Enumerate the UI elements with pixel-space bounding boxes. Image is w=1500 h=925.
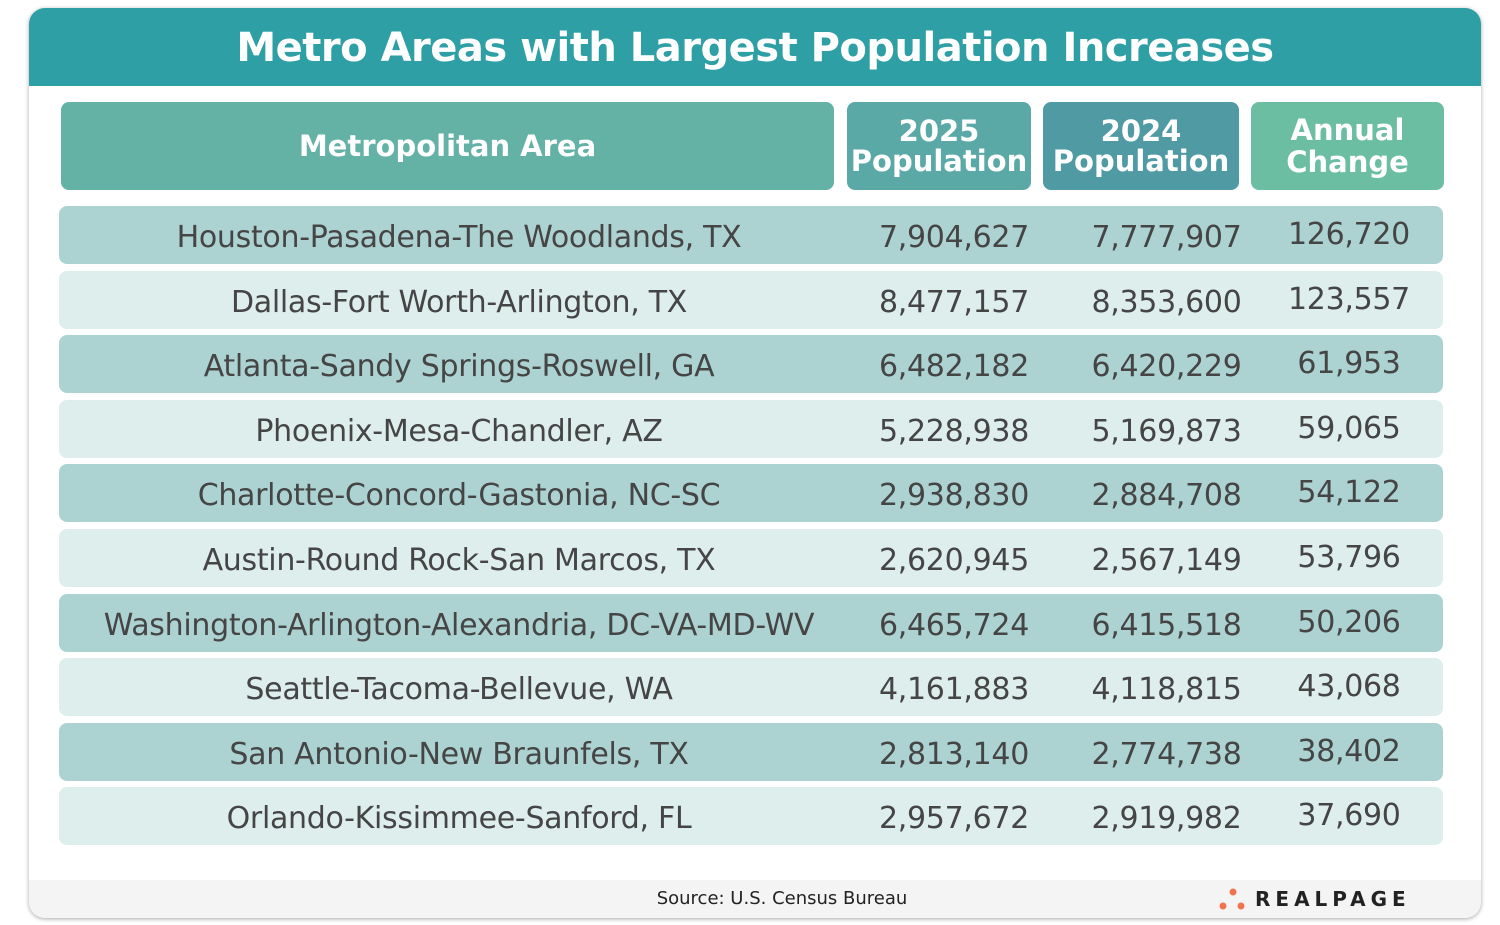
header-label: Annual xyxy=(1290,113,1405,147)
annual-change-cell: 50,206 xyxy=(1297,604,1401,640)
header-2025-population: 2025 Population xyxy=(847,102,1031,190)
pop-2024-cell: 7,777,907 xyxy=(1091,220,1242,255)
metro-name-cell: Houston-Pasadena-The Woodlands, TX xyxy=(176,220,742,255)
pop-2024-cell: 8,353,600 xyxy=(1091,284,1242,320)
pop-2025-cell: 6,465,724 xyxy=(879,607,1029,643)
header-annual-change: Annual Change xyxy=(1251,102,1444,190)
metro-name-cell: Seattle-Tacoma-Bellevue, WA xyxy=(245,672,673,708)
header-2024-population: 2024 Population xyxy=(1043,102,1239,190)
pop-2024-cell: 2,567,149 xyxy=(1091,543,1242,578)
pop-2025-cell: 2,938,830 xyxy=(879,478,1029,514)
metro-name-cell: San Antonio-New Braunfels, TX xyxy=(229,736,689,772)
metro-name-cell: Dallas-Fort Worth-Arlington, TX xyxy=(230,284,688,320)
pop-2025-cell: 2,620,945 xyxy=(879,543,1029,578)
pop-2024-cell: 2,919,982 xyxy=(1091,801,1242,837)
footer: Source: U.S. Census Bureau REALPAGE xyxy=(29,880,1481,918)
table-row: Houston-Pasadena-The Woodlands, TX 7,904,… xyxy=(59,206,1443,264)
metro-name-cell: Washington-Arlington-Alexandria, DC-VA-M… xyxy=(103,607,815,643)
table-row: San Antonio-New Braunfels, TX 2,813,140 2,… xyxy=(59,722,1443,781)
header-label: Change xyxy=(1286,145,1409,179)
annual-change-cell: 38,402 xyxy=(1297,733,1401,769)
table-row: Orlando-Kissimmee-Sanford, FL 2,957,672 2,… xyxy=(59,787,1443,846)
table-row: Washington-Arlington-Alexandria, DC-VA-M… xyxy=(59,593,1443,652)
pop-2025-cell: 2,813,140 xyxy=(879,736,1029,772)
annual-change-cell: 59,065 xyxy=(1297,410,1401,446)
pop-2025-cell: 6,482,182 xyxy=(879,349,1029,385)
header-label: 2025 xyxy=(898,114,980,148)
header-label: Population xyxy=(850,144,1028,178)
pop-2024-cell: 6,415,518 xyxy=(1091,607,1242,643)
header-metropolitan-area: Metropolitan Area xyxy=(61,102,834,190)
header-label: 2024 xyxy=(1100,114,1182,148)
table-row: Atlanta-Sandy Springs-Roswell, GA 6,482,1… xyxy=(59,335,1443,394)
logo-dots-icon xyxy=(1219,888,1245,910)
annual-change-cell: 54,122 xyxy=(1297,475,1401,511)
metro-name-cell: Orlando-Kissimmee-Sanford, FL xyxy=(226,801,692,837)
realpage-logo: REALPAGE xyxy=(1219,886,1411,912)
pop-2025-cell: 5,228,938 xyxy=(879,413,1029,449)
pop-2024-cell: 6,420,229 xyxy=(1091,349,1242,385)
pop-2024-cell: 5,169,873 xyxy=(1091,413,1242,449)
table-row: Phoenix-Mesa-Chandler, AZ 5,228,938 5,169,… xyxy=(59,399,1443,458)
header-label: Population xyxy=(1052,144,1230,178)
pop-2024-cell: 2,774,738 xyxy=(1091,736,1242,772)
table-row: Dallas-Fort Worth-Arlington, TX 8,477,157… xyxy=(59,270,1443,329)
annual-change-cell: 53,796 xyxy=(1297,540,1401,575)
table-row: Charlotte-Concord-Gastonia, NC-SC 2,938,8… xyxy=(59,464,1443,523)
annual-change-cell: 37,690 xyxy=(1297,798,1401,834)
source-note: Source: U.S. Census Bureau xyxy=(656,888,908,909)
logo-text: REALPAGE xyxy=(1255,887,1411,911)
metro-name-cell: Charlotte-Concord-Gastonia, NC-SC xyxy=(197,478,721,514)
annual-change-cell: 61,953 xyxy=(1297,346,1401,382)
infographic-card: Metro Areas with Largest Population Incr… xyxy=(29,8,1481,918)
annual-change-cell: 43,068 xyxy=(1297,669,1401,705)
chart-title: Metro Areas with Largest Population Incr… xyxy=(29,8,1481,86)
pop-2024-cell: 4,118,815 xyxy=(1091,672,1242,708)
table-row: Austin-Round Rock-San Marcos, TX 2,620,94… xyxy=(59,529,1443,587)
pop-2025-cell: 7,904,627 xyxy=(879,220,1029,255)
pop-2025-cell: 4,161,883 xyxy=(879,672,1029,708)
pop-2024-cell: 2,884,708 xyxy=(1091,478,1242,514)
header-label: Metropolitan Area xyxy=(298,129,597,163)
table-row: Seattle-Tacoma-Bellevue, WA 4,161,883 4,11… xyxy=(59,658,1443,717)
annual-change-cell: 123,557 xyxy=(1288,281,1410,317)
metro-name-cell: Phoenix-Mesa-Chandler, AZ xyxy=(255,413,663,449)
pop-2025-cell: 8,477,157 xyxy=(879,284,1029,320)
pop-2025-cell: 2,957,672 xyxy=(879,801,1029,837)
metro-name-cell: Austin-Round Rock-San Marcos, TX xyxy=(202,543,716,578)
annual-change-cell: 126,720 xyxy=(1288,217,1410,252)
metro-name-cell: Atlanta-Sandy Springs-Roswell, GA xyxy=(203,349,715,385)
